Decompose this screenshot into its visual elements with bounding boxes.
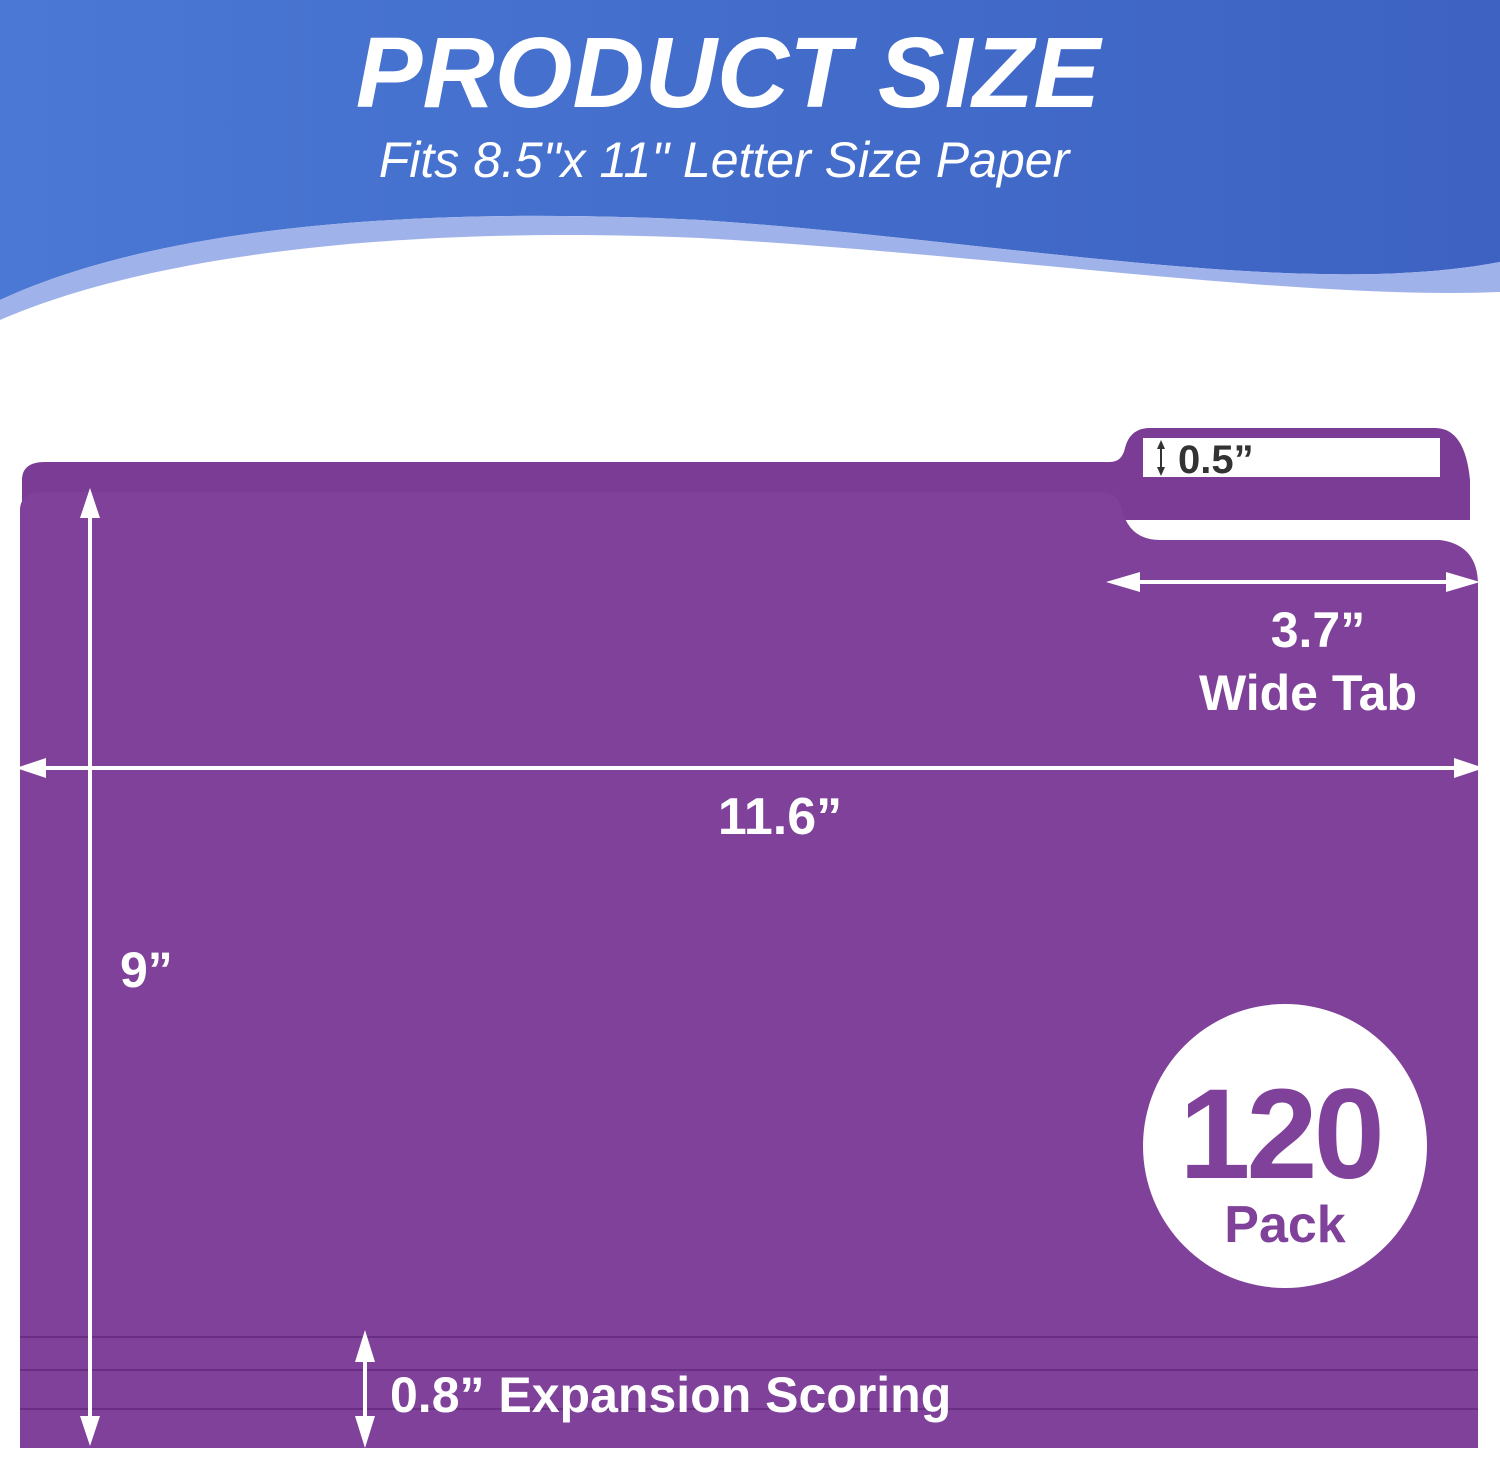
- height-label: 9”: [120, 942, 173, 998]
- banner-wave: [0, 215, 1500, 320]
- tab-width-label: 3.7”: [1271, 602, 1366, 658]
- wide-tab-label: Wide Tab: [1199, 665, 1417, 721]
- arrow-head-icon: [355, 1416, 375, 1448]
- pack-count: 120: [1179, 1063, 1381, 1206]
- arrow-head-icon: [16, 758, 46, 778]
- header-banner: [0, 0, 1500, 300]
- arrow-head-icon: [355, 1330, 375, 1362]
- page-title: PRODUCT SIZE: [356, 17, 1104, 129]
- tab-label-strip: [1143, 438, 1440, 477]
- arrow-head-icon: [80, 1416, 100, 1446]
- page-subtitle: Fits 8.5"x 11" Letter Size Paper: [379, 132, 1072, 188]
- pack-badge: [1143, 1004, 1427, 1288]
- tab-height-label: 0.5”: [1178, 438, 1254, 482]
- arrow-head-icon: [1454, 758, 1484, 778]
- arrow-head-icon: [1157, 467, 1165, 476]
- arrow-head-icon: [80, 488, 100, 518]
- pack-unit: Pack: [1224, 1196, 1346, 1254]
- width-label: 11.6”: [718, 788, 842, 846]
- arrow-head-icon: [1106, 572, 1140, 592]
- arrow-head-icon: [1446, 572, 1480, 592]
- arrow-head-icon: [1157, 440, 1165, 449]
- expansion-label: 0.8” Expansion Scoring: [390, 1367, 951, 1423]
- folder-front-panel: [20, 492, 1478, 1448]
